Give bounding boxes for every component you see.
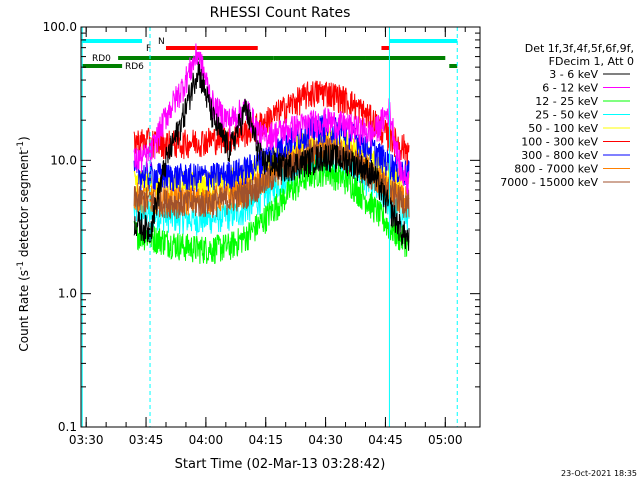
legend-entry-label: 300 - 800 keV [521, 149, 598, 162]
state-bar-label: F [146, 44, 151, 54]
x-axis: 03:30 03:45 04:00 04:15 04:30 04:45 05:00 [69, 27, 466, 447]
series-line [133, 158, 410, 265]
legend-entry-label: 6 - 12 keV [542, 82, 598, 95]
legend-header-1: Det 1f,3f,4f,5f,6f,9f, [525, 42, 634, 55]
legend-entry-label: 25 - 50 keV [535, 109, 598, 122]
x-tick-label: 04:45 [368, 433, 403, 447]
state-bar-label: RD0 [92, 54, 111, 64]
state-bar-label: N [158, 37, 165, 47]
x-tick-label: 03:45 [129, 433, 164, 447]
legend: Det 1f,3f,4f,5f,6f,9f,FDecim 1, Att 03 -… [500, 42, 634, 189]
y-tick-label: 1.0 [58, 287, 77, 301]
legend-entry-label: 100 - 300 keV [521, 136, 598, 149]
series-line [133, 61, 410, 251]
x-axis-label: Start Time (02-Mar-13 03:28:42) [175, 457, 386, 472]
x-tick-label: 05:00 [428, 433, 463, 447]
series-line [133, 43, 410, 195]
y-axis-label: Count Rate (s-1 detector segment-1) [16, 136, 31, 351]
y-tick-label: 10.0 [50, 153, 77, 167]
legend-entry-label: 50 - 100 keV [528, 122, 598, 135]
vlines-layer [81, 27, 458, 427]
plot-frame [80, 26, 481, 428]
legend-header-2: FDecim 1, Att 0 [549, 55, 634, 68]
state-bar-label: RD6 [125, 62, 144, 72]
legend-entry-label: 800 - 7000 keV [514, 163, 598, 176]
chart-title: RHESSI Count Rates [210, 5, 351, 21]
y-tick-label: 100.0 [43, 20, 77, 34]
series-line [133, 80, 410, 167]
legend-entry-label: 3 - 6 keV [549, 68, 598, 81]
legend-entry-label: 12 - 25 keV [535, 95, 598, 108]
x-tick-label: 04:00 [189, 433, 224, 447]
x-tick-label: 03:30 [69, 433, 104, 447]
state-bars: NF RD0 RD6 [82, 37, 458, 72]
x-tick-label: 04:15 [248, 433, 283, 447]
legend-entry-label: 7000 - 15000 keV [500, 176, 598, 189]
series-layer [133, 43, 410, 265]
y-tick-label: 0.1 [58, 420, 77, 434]
y-axis: 100.0 10.0 1.0 0.1 [43, 20, 480, 434]
footer-date: 23-Oct-2021 18:35 [561, 469, 637, 478]
x-tick-label: 04:30 [308, 433, 343, 447]
